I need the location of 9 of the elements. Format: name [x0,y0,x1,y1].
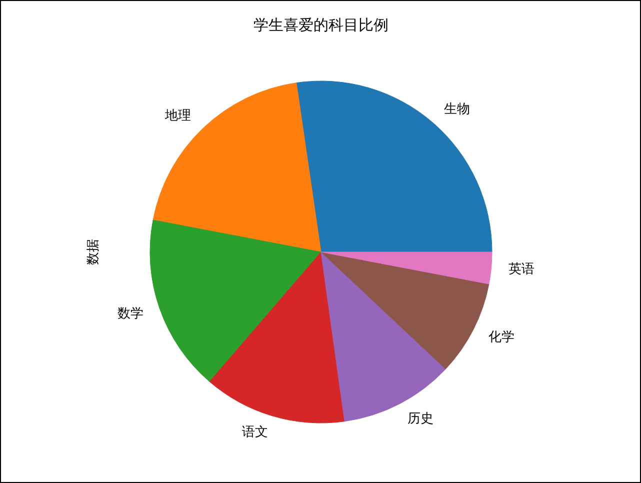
slice-label: 化学 [488,330,515,345]
slice-label: 数学 [117,306,144,322]
slice-label: 生物 [444,102,470,118]
slice-label: 地理 [164,108,191,124]
chart-title: 学生喜爱的科目比例 [254,16,388,34]
slice-label: 语文 [242,424,268,440]
slice-label: 英语 [508,262,534,278]
slice-label: 历史 [407,412,434,427]
text: 数据 [86,239,101,265]
